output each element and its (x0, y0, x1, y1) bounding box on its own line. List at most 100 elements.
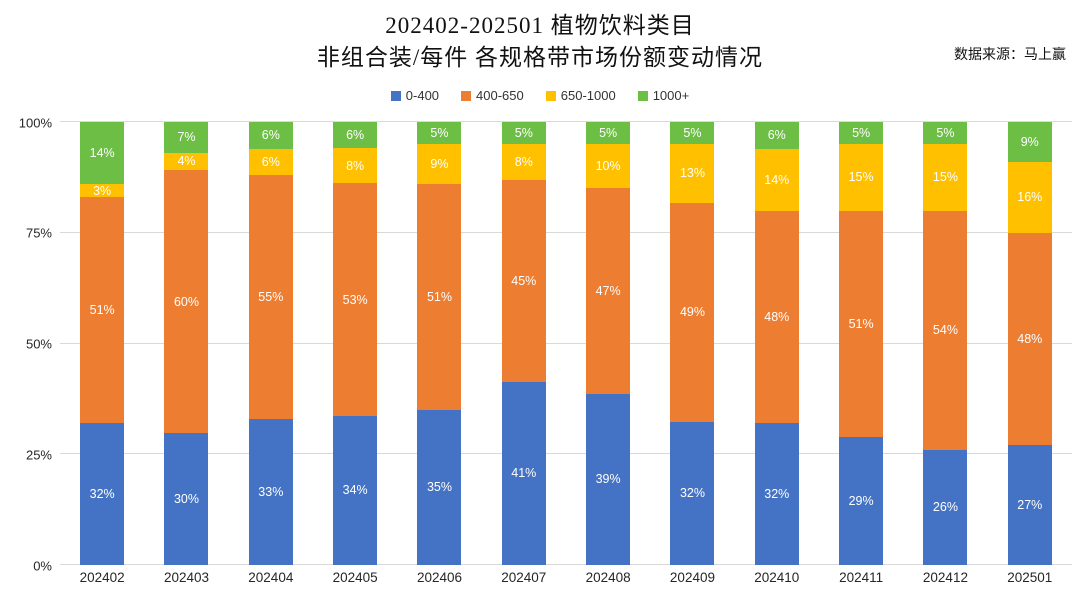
bar-202404: 6% 6% 55% 33% (248, 122, 293, 565)
bar-segment-label: 32% (89, 487, 115, 502)
legend-label: 650-1000 (560, 88, 616, 103)
bar-segment-400-650: 48% (754, 210, 799, 424)
bar-segment-0-400: 41% (501, 381, 546, 565)
bar-slot-202412: 5% 15% 54% 26% (903, 122, 987, 566)
bar-segment-650-1000: 14% (754, 148, 799, 211)
bar-segment-label: 48% (1017, 332, 1043, 347)
bar-segment-label: 55% (258, 289, 284, 304)
bar-segment-label: 14% (764, 172, 790, 187)
x-tick-label-202402: 202402 (79, 570, 125, 585)
x-axis-labels: 202402 202403 202404 202405 202406 202407 2024… (60, 570, 1072, 585)
bar-segment-650-1000: 8% (501, 144, 546, 181)
x-tick-label-202501: 202501 (1007, 570, 1053, 585)
bar-segment-label: 4% (177, 154, 196, 169)
bar-segment-label: 6% (261, 128, 280, 143)
bar-segment-650-1000: 9% (417, 144, 462, 185)
bar-segment-label: 49% (679, 305, 705, 320)
bar-segment-1000+: 7% (164, 122, 209, 153)
bar-segment-400-650: 48% (1007, 232, 1052, 446)
bar-segment-400-650: 49% (670, 202, 715, 422)
bar-segment-label: 15% (848, 170, 874, 185)
bar-segment-label: 9% (1020, 134, 1039, 149)
x-tick-label-202403: 202403 (163, 570, 210, 585)
bar-segment-650-1000: 15% (839, 144, 884, 211)
bar-slot-202405: 6% 8% 53% 34% (313, 122, 397, 565)
bar-segment-650-1000: 3% (80, 184, 125, 198)
bar-202409: 5% 13% 49% 32% (670, 122, 715, 565)
legend-label: 400-650 (476, 88, 524, 103)
bar-segment-650-1000: 8% (333, 148, 378, 184)
bar-segment-1000+: 6% (754, 122, 799, 149)
bar-segment-label: 15% (932, 170, 958, 185)
bar-202410: 6% 14% 48% 32% (754, 122, 799, 565)
bar-segment-label: 6% (261, 154, 280, 169)
gridline-25% (60, 453, 1072, 455)
bar-segment-400-650: 45% (501, 180, 546, 382)
y-tick-label-100%: 100% (18, 115, 52, 130)
bar-segment-0-400: 39% (586, 393, 631, 566)
bar-slot-202408: 5% 10% 47% 39% (566, 122, 650, 566)
bar-segment-label: 27% (1017, 498, 1043, 513)
bar-202407: 5% 8% 45% 41% (501, 122, 546, 565)
bar-segment-label: 5% (683, 126, 702, 141)
bar-segment-label: 35% (426, 480, 452, 495)
x-tick-label-202411: 202411 (839, 570, 884, 585)
bar-segment-label: 8% (346, 158, 365, 173)
bar-segment-400-650: 51% (80, 197, 125, 424)
bar-segment-650-1000: 6% (248, 148, 293, 176)
bar-202405: 6% 8% 53% 34% (333, 122, 378, 565)
bar-segment-650-1000: 15% (923, 144, 968, 211)
bar-segment-label: 39% (595, 472, 621, 487)
bars-container: 14% 3% 51% 32% 7% 4% 60% 30% 6% 6% 55% 33% 6% 8% 53% 34… (60, 122, 1072, 566)
bar-segment-label: 5% (430, 126, 449, 141)
bar-segment-label: 16% (1017, 190, 1043, 205)
bar-segment-label: 47% (595, 283, 621, 298)
bar-segment-1000+: 5% (417, 122, 462, 145)
bar-slot-202404: 6% 6% 55% 33% (229, 122, 313, 565)
bar-slot-202406: 5% 9% 51% 35% (397, 122, 481, 566)
bar-segment-1000+: 5% (670, 122, 715, 145)
bar-segment-label: 54% (932, 323, 958, 338)
bar-segment-1000+: 5% (839, 122, 884, 145)
bar-slot-202501: 9% 16% 48% 27% (988, 122, 1072, 565)
bar-segment-label: 51% (89, 303, 115, 318)
y-axis-ticks: 0% 25% 50% 75% 100% (8, 115, 52, 573)
bar-segment-1000+: 5% (501, 122, 546, 145)
bar-segment-1000+: 6% (248, 122, 293, 149)
legend-item-0-400: 0-400 (390, 88, 440, 103)
bar-segment-label: 6% (346, 128, 365, 143)
bar-segment-label: 48% (764, 309, 790, 324)
y-tick-label-50%: 50% (25, 336, 52, 352)
bar-segment-1000+: 5% (923, 122, 968, 145)
bar-segment-0-400: 29% (839, 436, 884, 566)
bar-202406: 5% 9% 51% 35% (417, 122, 462, 566)
gridline-100% (60, 121, 1072, 122)
bar-slot-202402: 14% 3% 51% 32% (60, 122, 144, 566)
bar-segment-650-1000: 4% (164, 152, 209, 171)
gridline-75% (60, 231, 1072, 233)
bar-202412: 5% 15% 54% 26% (923, 122, 968, 566)
bar-segment-label: 5% (852, 126, 871, 141)
legend-label: 0-400 (405, 88, 440, 103)
bar-segment-400-650: 47% (586, 187, 631, 394)
bar-segment-0-400: 32% (754, 423, 799, 565)
bar-202402: 14% 3% 51% 32% (80, 122, 125, 566)
bar-segment-label: 53% (342, 292, 368, 307)
bar-segment-1000+: 5% (586, 122, 631, 144)
x-tick-label-202410: 202410 (754, 570, 800, 585)
bar-segment-1000+: 14% (80, 122, 125, 185)
bar-segment-label: 51% (848, 316, 874, 331)
bar-segment-label: 34% (342, 483, 368, 498)
bar-segment-label: 14% (89, 146, 115, 160)
x-tick-label-202404: 202404 (248, 570, 294, 585)
bar-segment-400-650: 51% (839, 210, 884, 437)
x-tick-label-202408: 202408 (585, 570, 631, 585)
bar-segment-label: 13% (679, 166, 705, 181)
bar-slot-202410: 6% 14% 48% 32% (735, 122, 819, 565)
bar-segment-label: 32% (764, 487, 790, 502)
bar-segment-label: 41% (511, 466, 537, 481)
y-tick-label-25%: 25% (25, 447, 52, 463)
bar-202501: 9% 16% 48% 27% (1007, 122, 1052, 565)
legend-swatch-400-650 (461, 90, 472, 101)
